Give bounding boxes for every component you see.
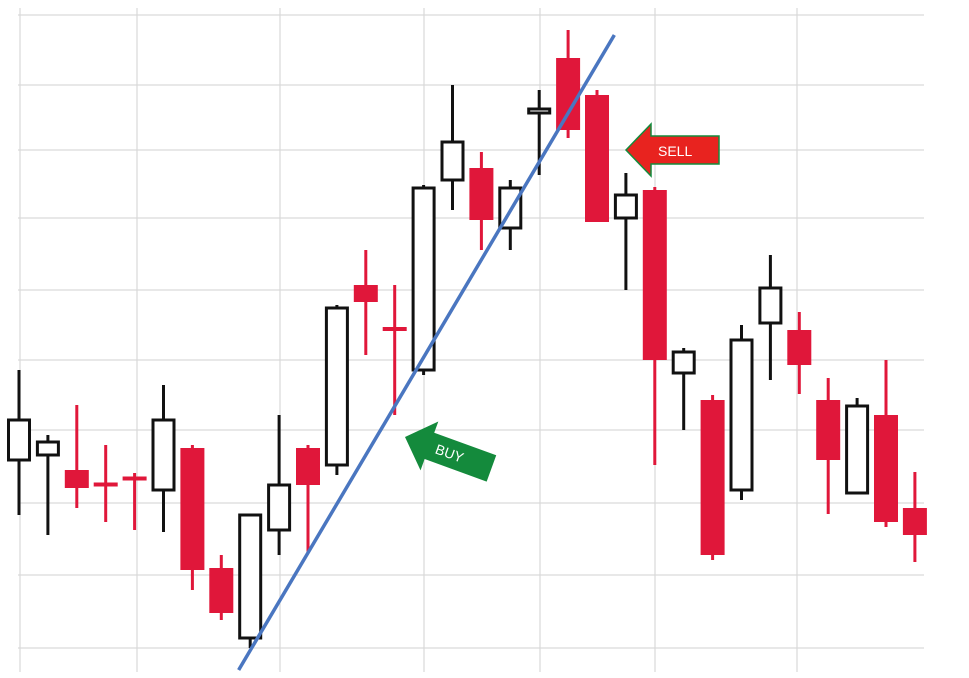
candle-body	[64, 470, 89, 488]
candle-body	[585, 95, 609, 222]
candle-body	[93, 482, 118, 487]
candle	[787, 312, 812, 394]
candle-body	[238, 513, 263, 640]
sell-label: SELL	[658, 143, 692, 159]
candle	[353, 250, 378, 355]
candle-body	[671, 350, 696, 375]
candle	[238, 513, 263, 648]
candle	[585, 90, 609, 222]
candle	[35, 435, 60, 535]
candle-body	[613, 193, 638, 220]
candles	[7, 30, 927, 648]
candle-body	[324, 306, 349, 467]
candle-body	[902, 508, 927, 535]
candle-body	[816, 400, 841, 460]
candle	[296, 445, 320, 553]
candle	[122, 473, 147, 530]
candle	[324, 305, 349, 475]
candle	[411, 185, 436, 375]
candle-body	[845, 404, 870, 495]
candle-body	[353, 285, 378, 302]
candle-body	[209, 568, 234, 613]
candle-body	[180, 448, 205, 570]
candle	[267, 415, 292, 555]
candle	[469, 152, 494, 250]
candle	[874, 360, 898, 527]
candle-body	[642, 190, 667, 360]
candle-body	[296, 448, 320, 485]
candle	[729, 325, 754, 500]
candle	[902, 472, 927, 562]
candle-body	[758, 286, 783, 325]
candle	[93, 445, 118, 522]
candle	[180, 445, 205, 590]
candle-body	[411, 186, 436, 372]
candle-body	[7, 418, 31, 462]
candle	[7, 370, 31, 515]
candle	[700, 395, 725, 560]
candle-body	[382, 327, 407, 331]
candle	[671, 348, 696, 430]
candle	[845, 398, 870, 495]
candle	[758, 255, 783, 380]
buy-arrow-shape	[405, 421, 497, 482]
candle-body	[700, 400, 725, 555]
candle	[556, 30, 581, 138]
candle	[151, 385, 176, 532]
candle	[64, 405, 89, 508]
candle-body	[122, 476, 147, 481]
sell-arrow-shape	[624, 122, 720, 178]
candle	[613, 173, 638, 290]
candle-body	[787, 330, 812, 365]
candle	[440, 85, 465, 210]
candle	[382, 285, 407, 415]
candle-body	[35, 440, 60, 457]
candle-body	[729, 338, 754, 492]
candle	[209, 555, 234, 620]
candle-body	[469, 168, 494, 220]
candle-body	[151, 418, 176, 492]
candle-body	[527, 107, 552, 115]
candle-body	[556, 58, 581, 130]
sell-arrow: SELL	[624, 122, 720, 178]
buy-arrow: BUY	[405, 421, 497, 482]
candle-body	[267, 483, 292, 532]
candle-body	[874, 415, 898, 522]
candle	[816, 378, 841, 514]
candle	[498, 180, 523, 250]
candle	[642, 187, 667, 465]
candle-body	[440, 140, 465, 182]
trendline	[237, 34, 616, 671]
